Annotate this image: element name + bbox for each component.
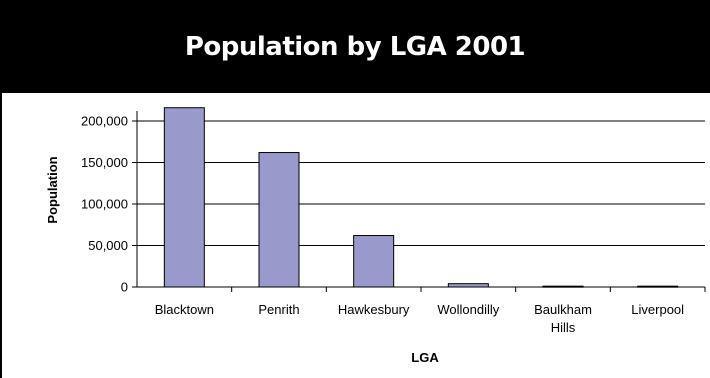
x-tick-labels: Blacktown Penrith Hawkesbury Wollondilly Bau…	[155, 302, 684, 335]
gridlines	[137, 120, 705, 246]
x-axis-title: LGA	[411, 350, 439, 365]
y-tick-label: 50,000	[88, 238, 128, 253]
y-tick-label: 0	[121, 280, 128, 295]
axes	[132, 111, 706, 292]
x-tick-label: Liverpool	[631, 302, 684, 317]
bar	[163, 107, 205, 288]
y-tick-labels: 0 50,000 100,000 150,000 200,000	[81, 114, 128, 295]
y-tick-label: 150,000	[81, 155, 128, 170]
x-tick-label: Hawkesbury	[338, 302, 410, 317]
chart-title-bar: Population by LGA 2001	[0, 0, 710, 93]
x-tick-label: Hills	[551, 320, 576, 335]
y-tick-label: 100,000	[81, 197, 128, 212]
x-tick-label: Baulkham	[534, 302, 592, 317]
left-border	[0, 93, 2, 378]
y-axis-title: Population	[45, 156, 60, 223]
bar	[353, 235, 395, 288]
x-tick-label: Penrith	[258, 302, 299, 317]
y-tick-label: 200,000	[81, 114, 128, 129]
x-tick-label: Blacktown	[155, 302, 214, 317]
x-tick-label: Wollondilly	[437, 302, 499, 317]
bar	[258, 152, 300, 288]
chart-title: Population by LGA 2001	[184, 31, 526, 62]
bars	[163, 107, 679, 288]
